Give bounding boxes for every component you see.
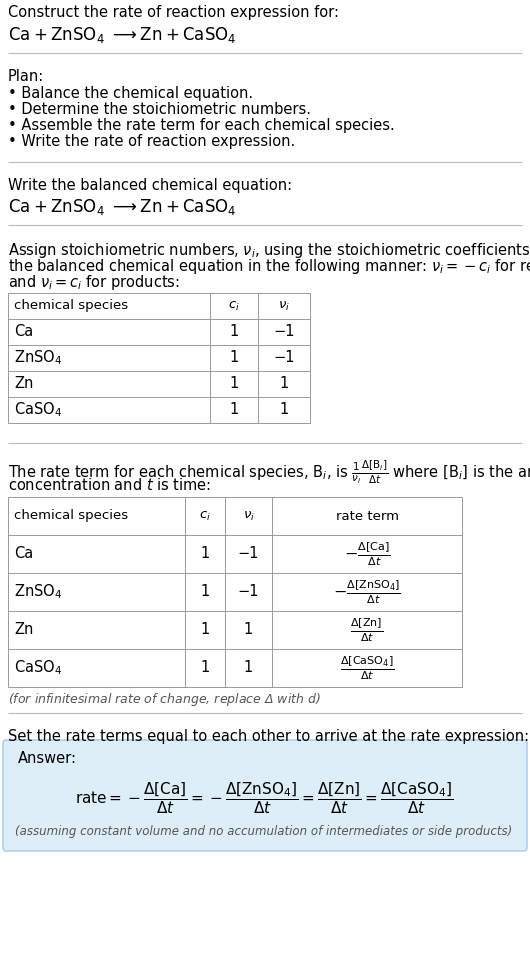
Text: 1: 1 xyxy=(229,377,239,391)
Text: Set the rate terms equal to each other to arrive at the rate expression:: Set the rate terms equal to each other t… xyxy=(8,729,529,744)
Text: $\frac{\Delta[\mathrm{CaSO_4}]}{\Delta t}$: $\frac{\Delta[\mathrm{CaSO_4}]}{\Delta t… xyxy=(340,654,394,682)
Text: • Balance the chemical equation.: • Balance the chemical equation. xyxy=(8,86,253,101)
Text: Ca + ZnSO$_4$  ⟶ Zn + CaSO$_4$: Ca + ZnSO$_4$ ⟶ Zn + CaSO$_4$ xyxy=(8,197,236,217)
Text: 1: 1 xyxy=(229,350,239,365)
Text: Ca: Ca xyxy=(14,547,33,561)
Text: • Write the rate of reaction expression.: • Write the rate of reaction expression. xyxy=(8,134,295,149)
Text: CaSO$_4$: CaSO$_4$ xyxy=(14,401,62,420)
Text: Plan:: Plan: xyxy=(8,69,44,84)
Text: Ca: Ca xyxy=(14,324,33,340)
Text: chemical species: chemical species xyxy=(14,300,128,312)
Text: (assuming constant volume and no accumulation of intermediates or side products): (assuming constant volume and no accumul… xyxy=(15,825,513,838)
Text: CaSO$_4$: CaSO$_4$ xyxy=(14,659,62,677)
Text: chemical species: chemical species xyxy=(14,509,128,522)
Text: (for infinitesimal rate of change, replace Δ with $d$): (for infinitesimal rate of change, repla… xyxy=(8,691,321,708)
Text: ZnSO$_4$: ZnSO$_4$ xyxy=(14,583,62,601)
Text: Zn: Zn xyxy=(14,377,33,391)
Text: −1: −1 xyxy=(273,324,295,340)
Text: The rate term for each chemical species, B$_i$, is $\frac{1}{\nu_i}\frac{\Delta[: The rate term for each chemical species,… xyxy=(8,459,530,486)
Text: Assign stoichiometric numbers, $\nu_i$, using the stoichiometric coefficients, $: Assign stoichiometric numbers, $\nu_i$, … xyxy=(8,241,530,260)
Text: 1: 1 xyxy=(200,623,210,637)
Text: 1: 1 xyxy=(279,402,289,418)
Text: −1: −1 xyxy=(238,547,259,561)
Text: Answer:: Answer: xyxy=(18,751,77,766)
Text: Construct the rate of reaction expression for:: Construct the rate of reaction expressio… xyxy=(8,5,339,20)
Text: $c_i$: $c_i$ xyxy=(228,300,240,312)
Text: 1: 1 xyxy=(244,623,253,637)
Text: $-\frac{\Delta[\mathrm{Ca}]}{\Delta t}$: $-\frac{\Delta[\mathrm{Ca}]}{\Delta t}$ xyxy=(344,540,390,568)
Text: • Assemble the rate term for each chemical species.: • Assemble the rate term for each chemic… xyxy=(8,118,395,133)
Text: rate term: rate term xyxy=(335,509,399,522)
Text: −1: −1 xyxy=(273,350,295,365)
Text: and $\nu_i = c_i$ for products:: and $\nu_i = c_i$ for products: xyxy=(8,273,180,292)
Text: 1: 1 xyxy=(244,661,253,675)
Text: $\mathrm{rate} = -\dfrac{\Delta[\mathrm{Ca}]}{\Delta t} = -\dfrac{\Delta[\mathrm: $\mathrm{rate} = -\dfrac{\Delta[\mathrm{… xyxy=(75,780,453,816)
Bar xyxy=(8,293,310,423)
Text: $c_i$: $c_i$ xyxy=(199,509,211,522)
Text: $\nu_i$: $\nu_i$ xyxy=(243,509,254,522)
FancyBboxPatch shape xyxy=(3,740,527,851)
Text: 1: 1 xyxy=(200,585,210,599)
Text: 1: 1 xyxy=(200,547,210,561)
Text: • Determine the stoichiometric numbers.: • Determine the stoichiometric numbers. xyxy=(8,102,311,117)
Text: concentration and $t$ is time:: concentration and $t$ is time: xyxy=(8,477,211,493)
Text: Zn: Zn xyxy=(14,623,33,637)
Text: Write the balanced chemical equation:: Write the balanced chemical equation: xyxy=(8,178,292,193)
Text: ZnSO$_4$: ZnSO$_4$ xyxy=(14,348,62,367)
Text: 1: 1 xyxy=(229,324,239,340)
Text: the balanced chemical equation in the following manner: $\nu_i = -c_i$ for react: the balanced chemical equation in the fo… xyxy=(8,257,530,276)
Text: Ca + ZnSO$_4$  ⟶ Zn + CaSO$_4$: Ca + ZnSO$_4$ ⟶ Zn + CaSO$_4$ xyxy=(8,25,236,45)
Text: 1: 1 xyxy=(229,402,239,418)
Text: −1: −1 xyxy=(238,585,259,599)
Text: $-\frac{\Delta[\mathrm{ZnSO_4}]}{\Delta t}$: $-\frac{\Delta[\mathrm{ZnSO_4}]}{\Delta … xyxy=(333,578,401,606)
Bar xyxy=(8,497,462,687)
Text: $\frac{\Delta[\mathrm{Zn}]}{\Delta t}$: $\frac{\Delta[\mathrm{Zn}]}{\Delta t}$ xyxy=(350,616,384,644)
Text: 1: 1 xyxy=(200,661,210,675)
Text: 1: 1 xyxy=(279,377,289,391)
Text: $\nu_i$: $\nu_i$ xyxy=(278,300,290,312)
